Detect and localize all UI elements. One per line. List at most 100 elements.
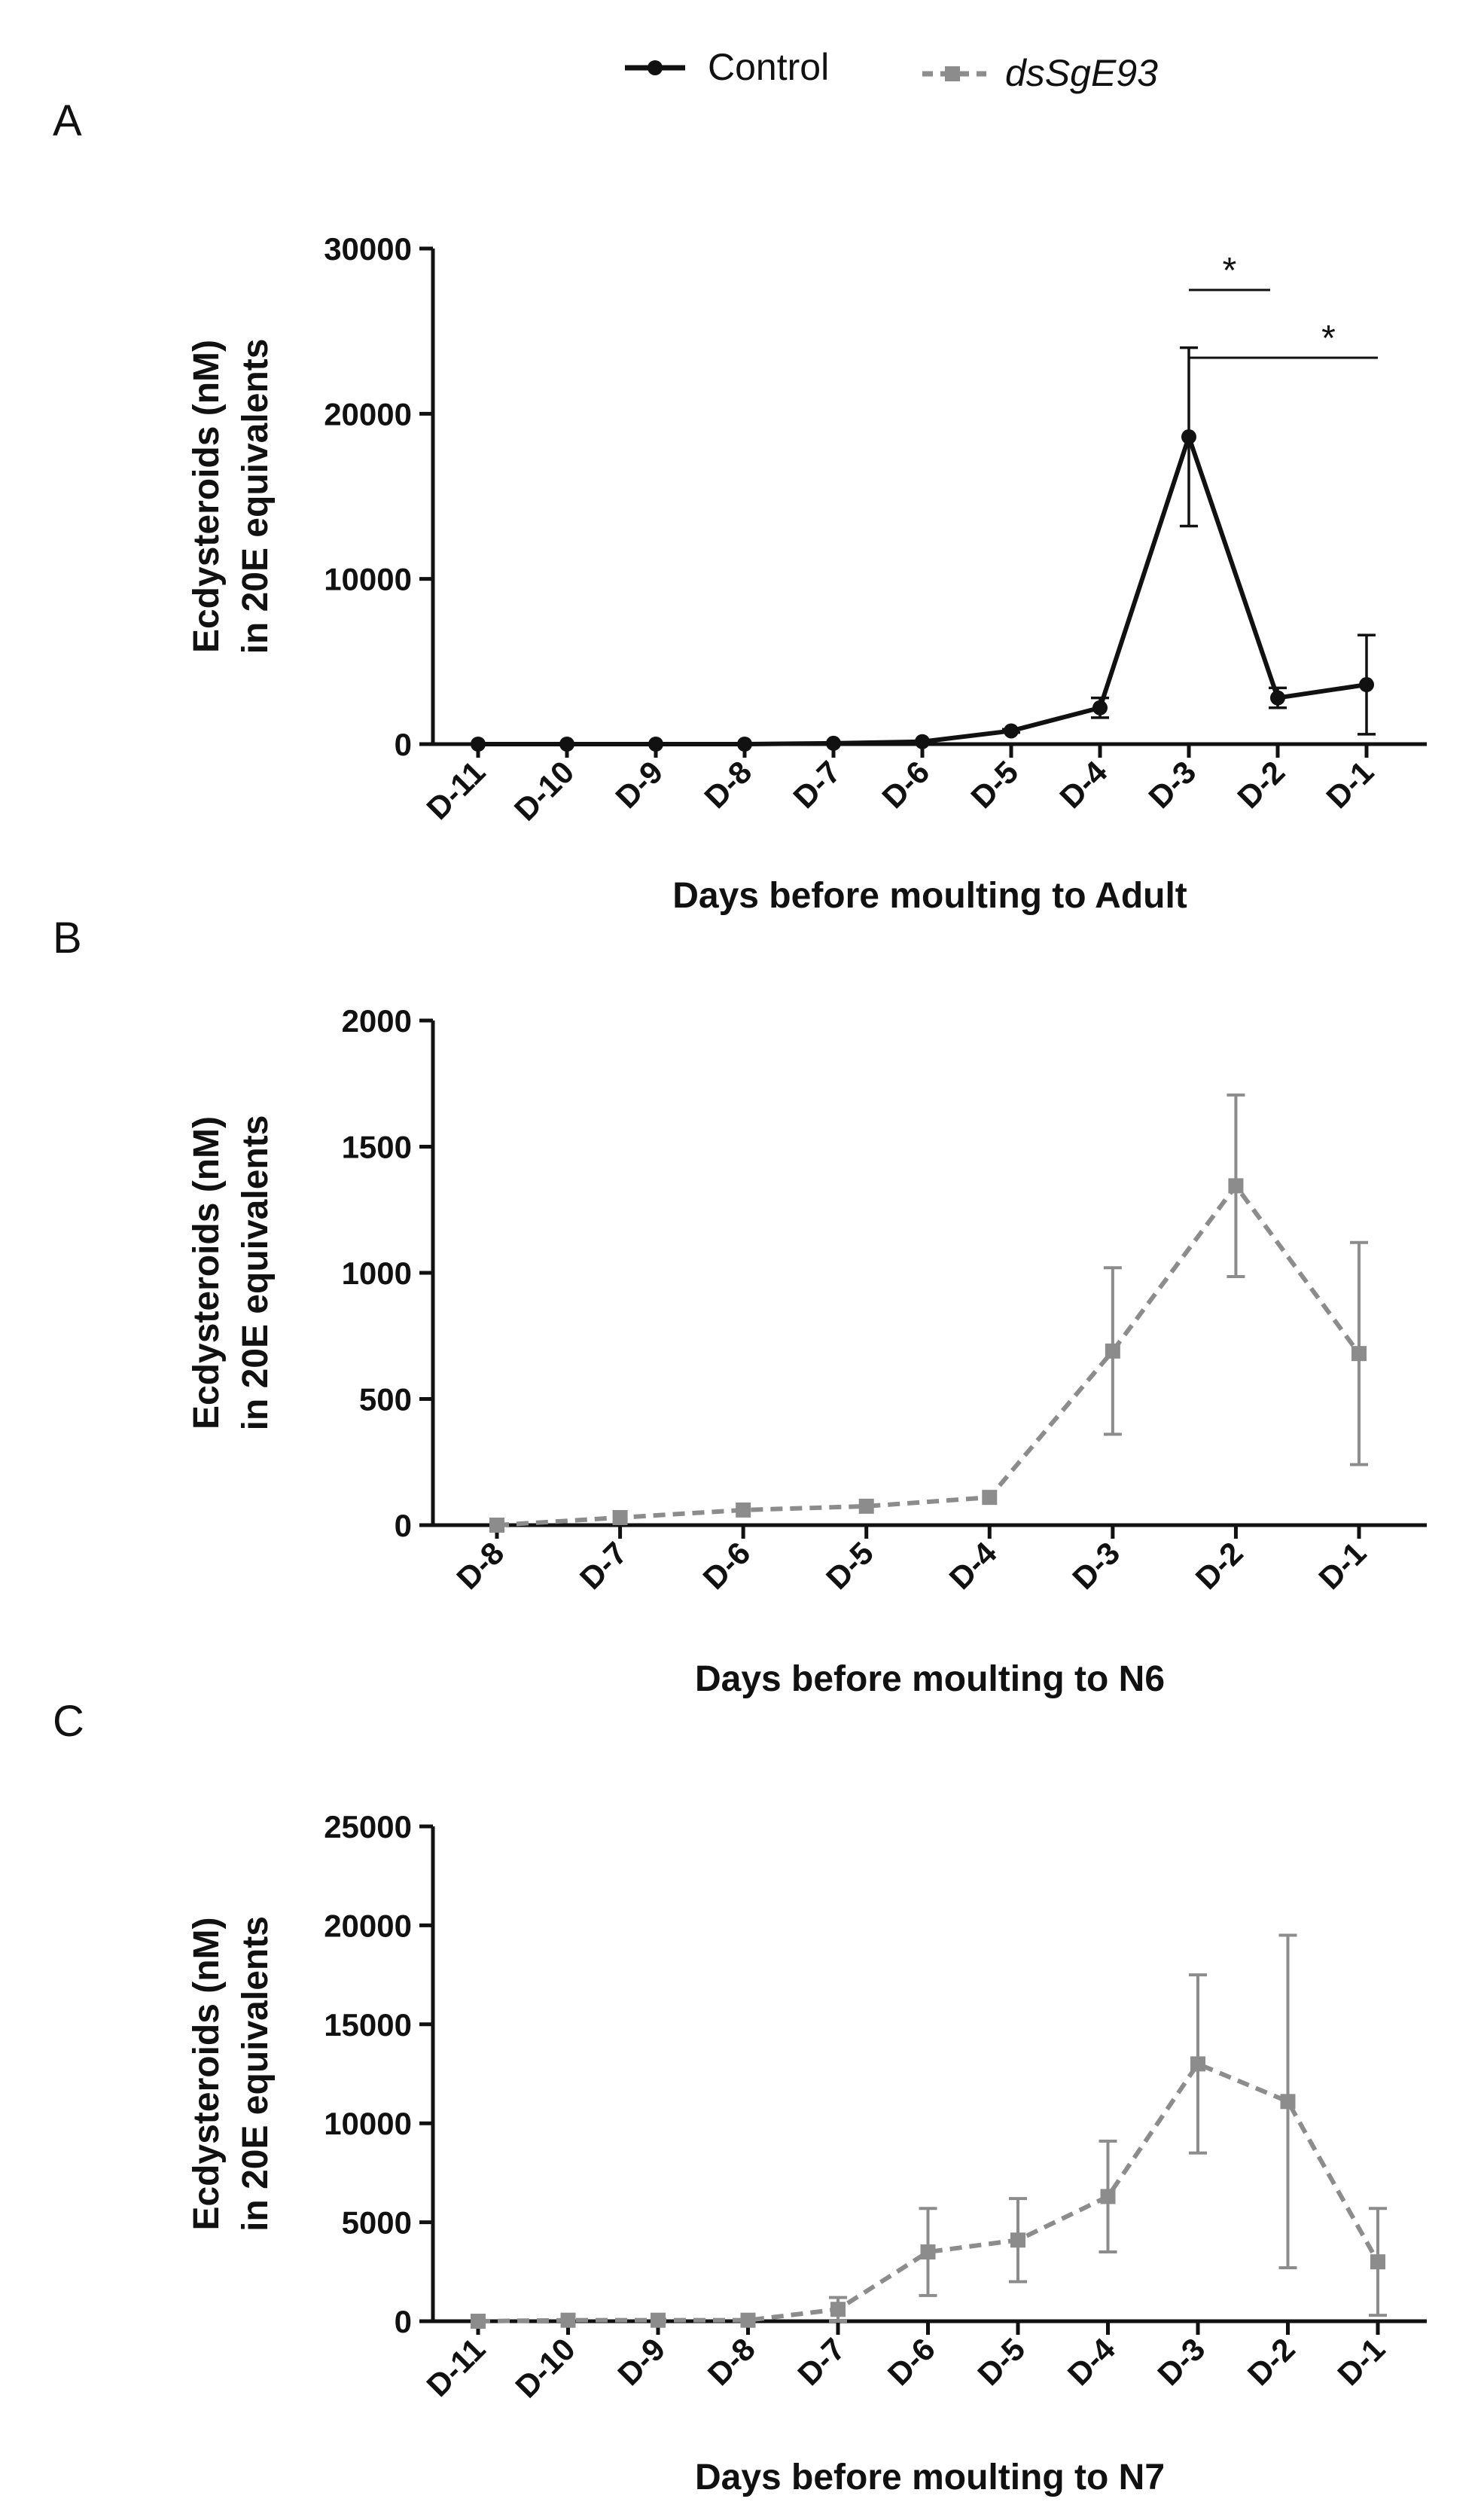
y-tick-label: 20000 — [324, 1908, 412, 1943]
data-point — [560, 2312, 576, 2328]
chart-panel-a: A 0 10000 20000 30000 D-11 D-10 D-9 D-8 D-7 D-6 D-5… — [53, 96, 1427, 916]
legend: Control dsSgE93 — [625, 46, 1158, 94]
legend-dsrna-marker — [945, 66, 960, 81]
legend-item-control: Control — [625, 46, 829, 88]
y-tick-label: 10000 — [324, 562, 412, 597]
y-tick-label: 30000 — [324, 231, 412, 267]
x-tick-label: D-10 — [508, 2331, 582, 2405]
legend-item-dsrna: dsSgE93 — [922, 52, 1158, 94]
data-point — [858, 1498, 874, 1514]
panel-letter: C — [53, 1697, 84, 1746]
data-point — [1004, 723, 1019, 739]
data-point — [1181, 429, 1196, 445]
y-tick-label: 10000 — [324, 2106, 412, 2141]
x-tick-label: D-7 — [573, 1535, 634, 1596]
x-tick-label: D-1 — [1330, 2331, 1391, 2392]
x-tick-label: D-2 — [1230, 754, 1291, 815]
data-point — [1228, 1178, 1244, 1194]
x-tick-label: D-11 — [419, 754, 492, 826]
series-line-dsrna — [477, 2061, 1380, 2323]
x-tick-label: D-7 — [791, 2331, 852, 2392]
x-tick-label: D-4 — [943, 1535, 1004, 1597]
data-point — [830, 2302, 846, 2317]
x-tick-label: D-5 — [819, 1535, 880, 1596]
x-tick-label: D-2 — [1241, 2331, 1302, 2392]
x-tick-label: D-6 — [881, 2331, 942, 2392]
data-point — [1370, 2254, 1385, 2270]
legend-dsrna-label: dsSgE93 — [1005, 52, 1158, 94]
x-tick-label: D-1 — [1312, 1535, 1373, 1596]
x-tick-label: D-4 — [1053, 754, 1114, 816]
y-tick-label: 1000 — [342, 1256, 412, 1291]
series-line-dsrna — [496, 1183, 1361, 1527]
data-point — [1351, 1346, 1367, 1362]
data-point — [1359, 677, 1374, 693]
data-point — [1270, 690, 1285, 706]
x-tick-label: D-6 — [875, 754, 936, 815]
series-line-control — [478, 435, 1367, 746]
data-point — [737, 737, 752, 752]
y-tick-label: 500 — [359, 1382, 412, 1417]
y-tick-label: 15000 — [324, 2007, 412, 2043]
y-tick-label: 5000 — [342, 2205, 412, 2241]
legend-control-marker — [648, 60, 663, 75]
data-point — [1280, 2094, 1296, 2110]
x-tick-label: D-8 — [697, 754, 758, 815]
y-tick-label: 20000 — [324, 396, 412, 432]
data-point — [982, 1490, 998, 1506]
y-axis-title-line1: Ecdysteroids (nM) — [187, 1917, 227, 2230]
x-tick-label: D-9 — [611, 2331, 672, 2392]
data-point — [1010, 2232, 1025, 2248]
data-point — [826, 735, 841, 751]
x-tick-label: D-3 — [1141, 754, 1202, 815]
data-point — [471, 737, 486, 752]
data-point — [648, 737, 663, 752]
x-axis-title: Days before moulting to N6 — [695, 1659, 1165, 1699]
x-tick-label: D-3 — [1065, 1535, 1126, 1596]
legend-control-label: Control — [708, 46, 829, 88]
x-tick-label: D-2 — [1189, 1535, 1250, 1596]
x-tick-label: D-7 — [786, 754, 847, 815]
data-point — [1105, 1343, 1120, 1359]
x-tick-label: D-6 — [696, 1535, 757, 1596]
data-point — [736, 1502, 751, 1518]
x-tick-label: D-4 — [1061, 2331, 1123, 2393]
data-point — [1190, 2056, 1205, 2072]
x-tick-label: D-9 — [608, 754, 669, 815]
y-axis-title-line1: Ecdysteroids (nM) — [187, 1116, 227, 1429]
significance-star: * — [1223, 251, 1237, 291]
x-tick-label: D-8 — [701, 2331, 762, 2392]
y-tick-label: 0 — [395, 1508, 412, 1543]
x-axis-title: Days before moulting to Adult — [672, 876, 1187, 916]
y-axis-title-line2: in 20E equivalents — [236, 1916, 276, 2232]
x-tick-label: D-5 — [971, 2331, 1031, 2392]
data-point — [559, 737, 574, 752]
data-point — [1100, 2189, 1116, 2204]
panel-letter: A — [53, 96, 82, 145]
data-point — [920, 2244, 936, 2260]
y-tick-label: 0 — [395, 727, 412, 762]
x-tick-label: D-3 — [1150, 2331, 1211, 2392]
data-point — [612, 1509, 628, 1525]
x-tick-label: D-11 — [419, 2331, 492, 2403]
x-axis-title: Days before moulting to N7 — [695, 2458, 1165, 2497]
data-point — [651, 2312, 666, 2328]
data-point — [740, 2312, 756, 2328]
data-point — [489, 1518, 504, 1533]
x-tick-label: D-5 — [964, 754, 1025, 815]
chart-panel-b: B 0 500 1000 1500 2000 D-8 D-7 D-6 D-5 D-4 D-3 D-2 D-… — [53, 914, 1427, 1699]
y-axis-title-line2: in 20E equivalents — [236, 1115, 276, 1431]
y-tick-label: 1500 — [342, 1130, 412, 1165]
data-point — [1092, 700, 1108, 715]
y-tick-label: 25000 — [324, 1809, 412, 1844]
x-tick-label: D-8 — [449, 1535, 510, 1596]
panel-letter: B — [53, 914, 82, 963]
y-axis-title-line1: Ecdysteroids (nM) — [187, 340, 227, 653]
significance-star: * — [1321, 319, 1336, 359]
chart-panel-c: C 0 5000 10000 15000 20000 25000 D-11 D-10 D-9 D-8… — [53, 1697, 1427, 2497]
y-tick-label: 0 — [395, 2304, 412, 2339]
data-point — [471, 2314, 486, 2329]
